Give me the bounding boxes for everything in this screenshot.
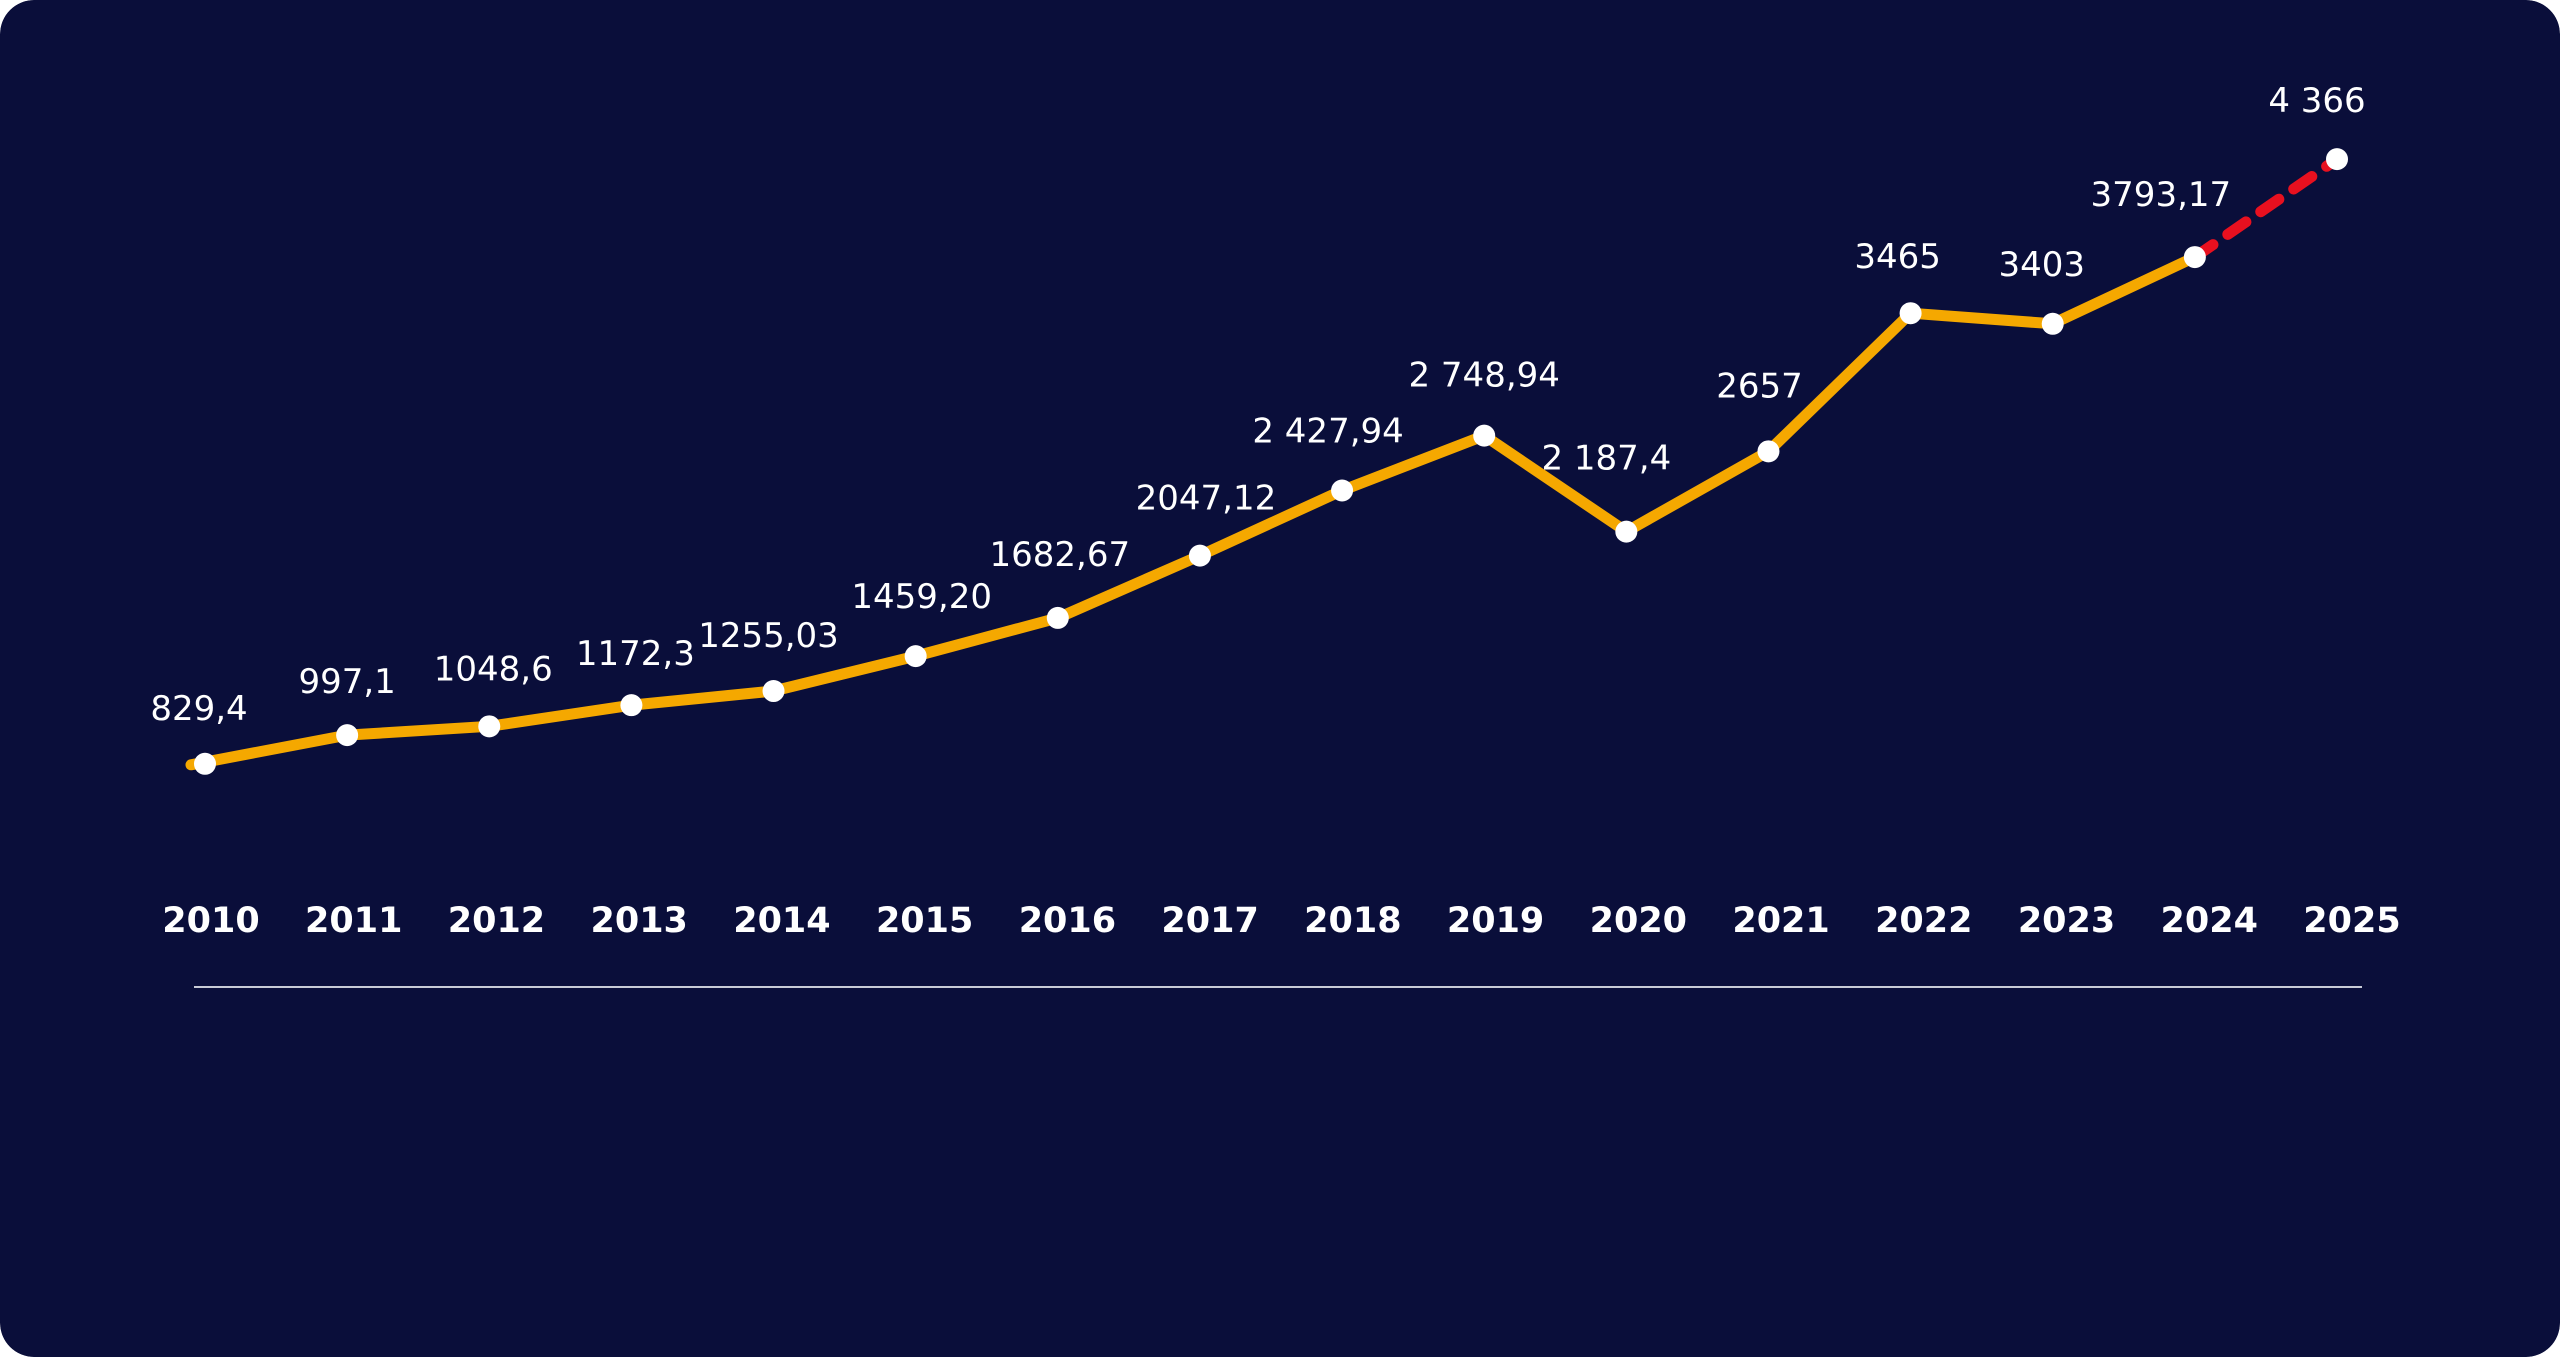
year-label-2012: 2012 [448,901,545,941]
points-group [194,148,2348,775]
year-label-2015: 2015 [876,901,973,941]
value-label-2014: 1255,03 [698,616,839,656]
value-label-2019: 2 748,94 [1408,356,1559,396]
data-point-2016 [1046,606,1069,629]
year-label-2019: 2019 [1447,901,1544,941]
value-label-2025: 4 366 [2268,81,2365,121]
year-label-2022: 2022 [1875,901,1972,941]
data-point-2021 [1757,440,1780,463]
data-point-2015 [904,645,927,668]
value-label-2024: 3793,17 [2091,175,2232,215]
year-label-2024: 2024 [2161,901,2258,941]
data-point-2014 [762,680,785,703]
year-label-2017: 2017 [1161,901,1258,941]
data-point-2020 [1615,520,1638,543]
year-label-2025: 2025 [2303,901,2400,941]
data-point-2011 [336,724,359,747]
year-label-2021: 2021 [1732,901,1829,941]
value-label-2012: 1048,6 [434,649,553,689]
data-point-2024 [2183,246,2206,269]
year-label-2011: 2011 [305,901,402,941]
value-label-2017: 2047,12 [1136,479,1277,519]
year-label-2013: 2013 [590,901,687,941]
series-line-forecast [2189,153,2343,263]
data-point-2022 [1899,302,1922,325]
value-label-2023: 3403 [1998,245,2085,285]
value-label-2016: 1682,67 [989,535,1130,575]
value-labels-group: 829,4 997,1 1048,6 1172,3 1255,03 1459,201682… [150,81,2365,729]
value-label-2010: 829,4 [150,689,247,729]
data-point-2025 [2326,148,2348,171]
data-point-2023 [2041,312,2064,335]
data-point-2013 [620,694,643,717]
value-label-2020: 2 187,4 [1541,439,1671,479]
value-label-2013: 1172,3 [576,634,695,674]
value-label-2015: 1459,20 [851,577,992,617]
data-point-2012 [478,715,501,738]
value-label-2018: 2 427,94 [1252,411,1403,451]
value-label-2021: 2657 [1716,366,1803,406]
year-labels-group: 2010 2011 2012 2013 2014 2015 2016 2017 2018 2019… [162,901,2400,941]
year-label-2018: 2018 [1304,901,1401,941]
year-label-2010: 2010 [162,901,259,941]
year-label-2020: 2020 [1590,901,1687,941]
year-label-2014: 2014 [733,901,830,941]
year-label-2016: 2016 [1019,901,1116,941]
value-label-2022: 3465 [1854,237,1941,277]
year-label-2023: 2023 [2018,901,2115,941]
data-point-2017 [1188,544,1211,567]
data-point-2010 [194,752,216,775]
data-point-2019 [1473,424,1496,447]
value-label-2011: 997,1 [298,662,395,702]
data-point-2018 [1331,479,1354,502]
